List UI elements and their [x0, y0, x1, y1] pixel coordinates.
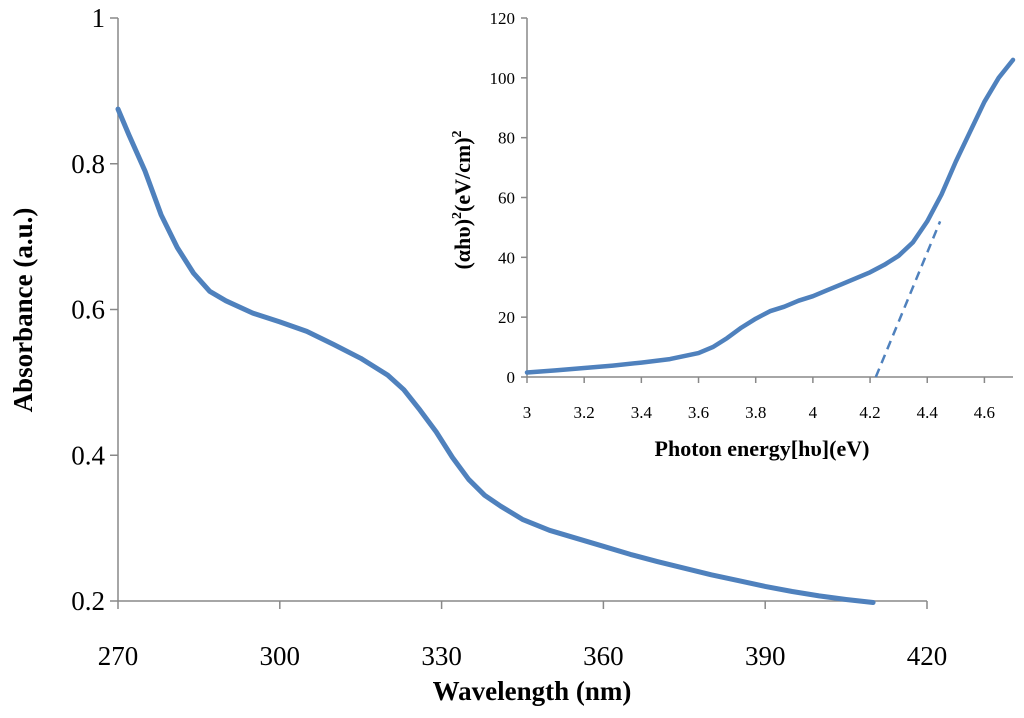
- inset-x-tick-label: 3: [523, 403, 532, 422]
- main-y-tick-label: 1: [92, 3, 106, 33]
- main-x-tick-label: 420: [907, 641, 948, 671]
- inset-x-tick-label: 4.2: [859, 403, 880, 422]
- absorbance-line: [115, 106, 876, 605]
- tauc-plot-line: [524, 57, 1016, 375]
- inset-x-tick-label: 3.4: [631, 403, 653, 422]
- main-x-tick-label: 390: [745, 641, 786, 671]
- main-y-tick-label: 0.2: [71, 586, 105, 616]
- main-x-tick-label: 330: [421, 641, 462, 671]
- main-x-tick-label: 300: [260, 641, 301, 671]
- main-y-axis-label: Absorbance (a.u.): [8, 208, 38, 413]
- inset-x-axis-label: Photon energy[hυ](eV): [655, 436, 870, 461]
- inset-x-tick-label: 4.4: [917, 403, 939, 422]
- inset-y-tick-label: 20: [498, 308, 515, 327]
- inset-y-tick-label: 100: [490, 69, 516, 88]
- inset-y-tick-label: 80: [498, 129, 515, 148]
- inset-y-tick-label: 40: [498, 248, 515, 267]
- inset-x-tick-label: 3.2: [574, 403, 595, 422]
- inset-y-label-mid: (eV/cm): [450, 137, 475, 212]
- inset-y-ticks: 0 20 40 60 80 100 120: [490, 9, 527, 387]
- main-chart: 270 300 330 360 390 420 0.20.40.60.81 Wavelen…: [8, 3, 947, 706]
- inset-chart: 3 3.2 3.4 3.6 3.8 4 4.2 4.4 4.6 020406080100120 …: [450, 9, 1016, 461]
- inset-x-tick-label: 3.6: [688, 403, 709, 422]
- inset-y-tick-label: 120: [490, 9, 516, 28]
- main-y-tick-label: 0.4: [71, 440, 105, 470]
- linear-fit-dashed-line: [874, 220, 942, 378]
- main-y-tick-label: 0.6: [71, 295, 105, 325]
- main-x-axis-label: Wavelength (nm): [433, 676, 632, 706]
- main-x-ticks: 270 300 330 360 390 420: [98, 601, 948, 671]
- inset-y-tick-label: 60: [498, 189, 515, 208]
- inset-y-label-sup2: 2: [450, 130, 465, 137]
- main-y-tick-label: 0.8: [71, 149, 105, 179]
- inset-y-axis-label: (αhυ)2(eV/cm)2: [450, 130, 475, 269]
- inset-x-ticks: 3 3.2 3.4 3.6 3.8 4 4.2 4.4 4.6: [523, 377, 995, 422]
- main-x-tick-label: 360: [583, 641, 624, 671]
- inset-y-label-base: (αhυ): [450, 219, 475, 270]
- inset-x-tick-label: 3.8: [745, 403, 766, 422]
- inset-x-tick-label: 4: [809, 403, 818, 422]
- inset-x-tick-label: 4.6: [974, 403, 995, 422]
- main-y-ticks: 0.2 0.4 0.6 0.8 1: [71, 3, 118, 616]
- inset-y-tick-label: 0: [507, 368, 516, 387]
- inset-y-label-sup1: 2: [450, 212, 465, 219]
- main-x-tick-label: 270: [98, 641, 139, 671]
